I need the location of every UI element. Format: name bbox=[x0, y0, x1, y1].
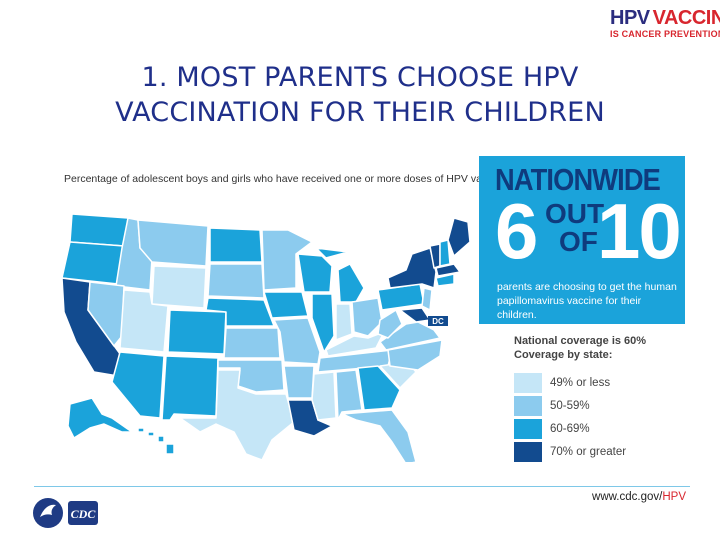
state-mo bbox=[273, 317, 321, 365]
cdc-hhs-logo: CDC bbox=[33, 498, 98, 528]
state-ny bbox=[387, 247, 437, 289]
state-wa bbox=[69, 213, 129, 247]
state-ok bbox=[217, 359, 285, 393]
legend-label: 50-59% bbox=[550, 400, 590, 412]
state-nd bbox=[209, 227, 263, 263]
dc-label: DC bbox=[432, 317, 444, 326]
state-pa bbox=[377, 283, 425, 311]
state-ct-ri bbox=[435, 273, 455, 287]
state-az bbox=[111, 351, 165, 419]
legend-label: 60-69% bbox=[550, 423, 590, 435]
state-al bbox=[335, 369, 363, 421]
state-nv bbox=[87, 281, 125, 347]
state-mi bbox=[315, 247, 365, 303]
footer-divider bbox=[34, 486, 690, 487]
state-ia bbox=[263, 291, 309, 319]
panel-heading: NATIONWIDE bbox=[495, 162, 661, 197]
state-hi bbox=[137, 427, 175, 455]
state-or bbox=[61, 241, 125, 285]
slide-title-line2: VACCINATION FOR THEIR CHILDREN bbox=[115, 97, 605, 128]
panel-number-ten: 10 bbox=[597, 187, 682, 275]
legend-swatch bbox=[514, 373, 542, 393]
state-nj bbox=[421, 287, 433, 311]
state-wv bbox=[377, 309, 403, 339]
state-nm bbox=[161, 355, 219, 421]
legend-item: 49% or less bbox=[514, 372, 646, 394]
legend-items: 49% or less 50-59% 60-69% 70% or greater bbox=[514, 372, 646, 463]
legend-label: 70% or greater bbox=[550, 446, 627, 458]
state-mt bbox=[137, 219, 209, 267]
state-ar bbox=[283, 365, 315, 399]
us-coverage-map: DC bbox=[61, 213, 470, 462]
state-in bbox=[335, 303, 353, 341]
state-ak bbox=[67, 397, 133, 439]
hhs-eagle-icon bbox=[40, 504, 56, 517]
state-co bbox=[167, 309, 227, 355]
logo-hpv-text: HPV bbox=[610, 7, 650, 29]
footer-url-hpv[interactable]: HPV bbox=[662, 491, 686, 503]
state-ma bbox=[435, 263, 461, 277]
state-wy bbox=[151, 265, 207, 309]
legend-swatch bbox=[514, 442, 542, 462]
state-oh bbox=[351, 297, 383, 337]
state-va bbox=[379, 321, 441, 351]
state-ms bbox=[311, 371, 337, 421]
state-wi bbox=[297, 253, 333, 293]
state-nh bbox=[439, 239, 451, 267]
slide-title-line1: 1. MOST PARENTS CHOOSE HPV bbox=[141, 62, 579, 93]
legend-coverage-by-state: Coverage by state: bbox=[514, 349, 613, 361]
logo-vaccine-text: VACCINE bbox=[652, 7, 720, 29]
coverage-legend: National coverage is 60% Coverage by sta… bbox=[514, 334, 646, 464]
state-fl bbox=[341, 409, 417, 462]
state-il bbox=[311, 293, 335, 353]
logo-wordmark: HPV VACCINE bbox=[610, 7, 720, 29]
footer-url-prefix[interactable]: www.cdc.gov/ bbox=[592, 491, 663, 503]
hpv-vaccine-logo: HPV VACCINE IS CANCER PREVENTION bbox=[610, 7, 720, 39]
state-ks bbox=[223, 327, 281, 359]
nationwide-panel: NATIONWIDE 6 OUT OF 10 parents are choos… bbox=[479, 156, 685, 324]
legend-item: 60-69% bbox=[514, 418, 646, 440]
legend-item: 70% or greater bbox=[514, 441, 646, 463]
legend-swatch bbox=[514, 419, 542, 439]
legend-swatch bbox=[514, 396, 542, 416]
footer-url[interactable]: www.cdc.gov/HPV bbox=[592, 491, 686, 503]
cdc-badge bbox=[68, 501, 98, 525]
legend-item: 50-59% bbox=[514, 395, 646, 417]
state-me bbox=[447, 217, 470, 257]
dc-swatch bbox=[428, 316, 448, 326]
state-ut bbox=[119, 289, 169, 353]
logo-tagline: IS CANCER PREVENTION bbox=[610, 29, 720, 39]
legend-label: 49% or less bbox=[550, 377, 611, 389]
state-nc bbox=[387, 339, 443, 371]
panel-description: parents are choosing to get the human pa… bbox=[497, 281, 677, 321]
state-tx bbox=[179, 369, 295, 461]
cdc-badge-text: CDC bbox=[71, 507, 97, 521]
state-mn bbox=[261, 229, 313, 291]
state-ne bbox=[205, 297, 275, 327]
panel-word-of: OF bbox=[559, 226, 598, 257]
state-sd bbox=[207, 263, 265, 299]
panel-number-six: 6 bbox=[495, 187, 539, 275]
legend-national-coverage: National coverage is 60% bbox=[514, 335, 647, 347]
state-ga bbox=[357, 365, 401, 411]
slide-title: 1. MOST PARENTS CHOOSE HPV VACCINATION F… bbox=[0, 60, 720, 130]
state-md bbox=[399, 307, 431, 323]
panel-word-out: OUT bbox=[545, 198, 605, 229]
map-caption: Percentage of adolescent boys and girls … bbox=[64, 173, 511, 185]
